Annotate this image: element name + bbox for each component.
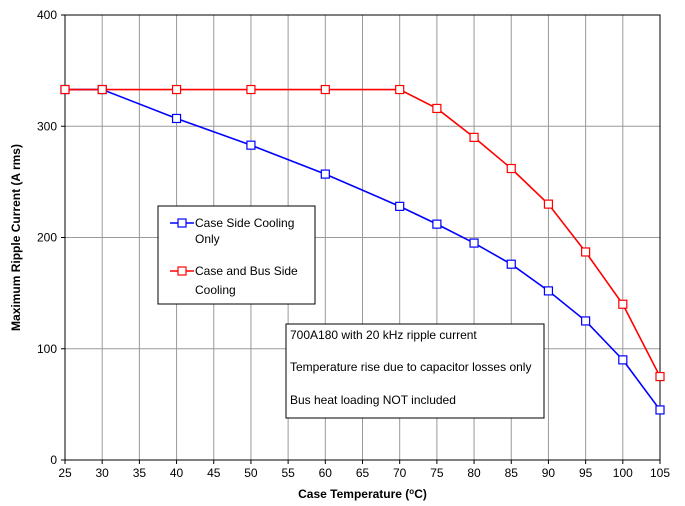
legend-entry-blue: Case Side Cooling Only <box>170 216 294 246</box>
data-point-blue <box>320 169 330 179</box>
x-tick-label: 85 <box>505 466 519 480</box>
series-layer <box>60 84 665 415</box>
series-red <box>60 84 665 382</box>
x-tick-label: 100 <box>613 466 633 480</box>
annotation-frame <box>285 323 545 419</box>
data-point-blue <box>655 405 665 415</box>
annotation-line-2: Temperature rise due to capacitor losses… <box>290 360 531 374</box>
data-point-blue <box>395 201 405 211</box>
x-axis-ticks: 25 30 35 40 45 50 55 60 65 70 75 80 85 90 95 100 105 <box>58 460 670 480</box>
data-point-blue <box>506 259 516 269</box>
y-axis-title: Maximum Ripple Current (A rms) <box>9 144 23 331</box>
data-point-red <box>320 84 330 95</box>
data-point-red <box>618 299 628 309</box>
data-point-red <box>97 84 107 95</box>
x-tick-label: 105 <box>650 466 670 480</box>
x-axis-title: Case Temperature (oC) <box>298 487 427 502</box>
x-tick-label: 35 <box>133 466 147 480</box>
legend-label-red-line2: Cooling <box>195 283 236 297</box>
data-point-red <box>506 163 516 174</box>
data-point-blue <box>618 355 628 365</box>
x-tick-label: 75 <box>430 466 444 480</box>
legend: Case Side Cooling Only Case and Bus Side… <box>157 205 316 305</box>
x-tick-label: 60 <box>319 466 333 480</box>
x-tick-label: 30 <box>96 466 110 480</box>
data-point-red <box>581 247 591 257</box>
x-tick-label: 50 <box>244 466 258 480</box>
data-point-red <box>60 84 70 95</box>
data-point-red <box>543 199 554 209</box>
legend-marker-red <box>177 266 187 276</box>
data-point-blue <box>469 238 479 248</box>
x-tick-label: 70 <box>393 466 407 480</box>
y-tick-label: 100 <box>37 342 57 356</box>
data-point-red <box>395 84 405 95</box>
data-point-blue <box>246 140 256 150</box>
y-tick-label: 300 <box>37 119 57 133</box>
legend-label-red-line1: Case and Bus Side <box>195 264 298 278</box>
data-point-blue <box>171 113 182 124</box>
x-tick-label: 65 <box>356 466 370 480</box>
annotation-line-3: Bus heat loading NOT included <box>290 393 456 407</box>
x-tick-label: 80 <box>467 466 481 480</box>
data-point-red <box>655 371 665 382</box>
data-point-red <box>432 103 442 114</box>
x-tick-label: 25 <box>58 466 72 480</box>
y-tick-label: 400 <box>37 8 57 22</box>
data-point-red <box>469 132 479 142</box>
x-tick-label: 55 <box>281 466 295 480</box>
y-tick-label: 200 <box>37 231 57 245</box>
x-tick-label: 40 <box>170 466 184 480</box>
x-tick-label: 45 <box>207 466 221 480</box>
data-point-red <box>171 84 182 95</box>
data-point-red <box>246 84 256 95</box>
data-point-blue <box>581 316 591 326</box>
annotation-line-1: 700A180 with 20 kHz ripple current <box>290 328 477 342</box>
data-point-blue <box>432 219 442 229</box>
legend-label-blue-line1: Case Side Cooling <box>195 216 294 230</box>
legend-marker-blue <box>177 218 187 228</box>
y-tick-label: 0 <box>50 453 57 467</box>
annotation-box: 700A180 with 20 kHz ripple current Tempe… <box>285 323 545 419</box>
y-axis-ticks: 0 100 200 300 400 <box>37 8 65 467</box>
data-point-blue <box>543 286 554 296</box>
x-tick-label: 95 <box>579 466 593 480</box>
x-tick-label: 90 <box>542 466 556 480</box>
legend-label-blue-line2: Only <box>195 232 220 246</box>
legend-entry-red: Case and Bus Side Cooling <box>170 264 298 297</box>
